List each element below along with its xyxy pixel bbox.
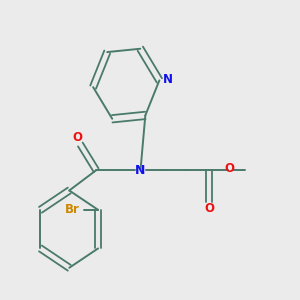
Text: O: O xyxy=(204,202,214,215)
Text: N: N xyxy=(163,73,173,86)
Text: O: O xyxy=(225,161,235,175)
Text: O: O xyxy=(73,131,83,144)
Text: Br: Br xyxy=(65,203,80,216)
Text: N: N xyxy=(135,164,146,177)
